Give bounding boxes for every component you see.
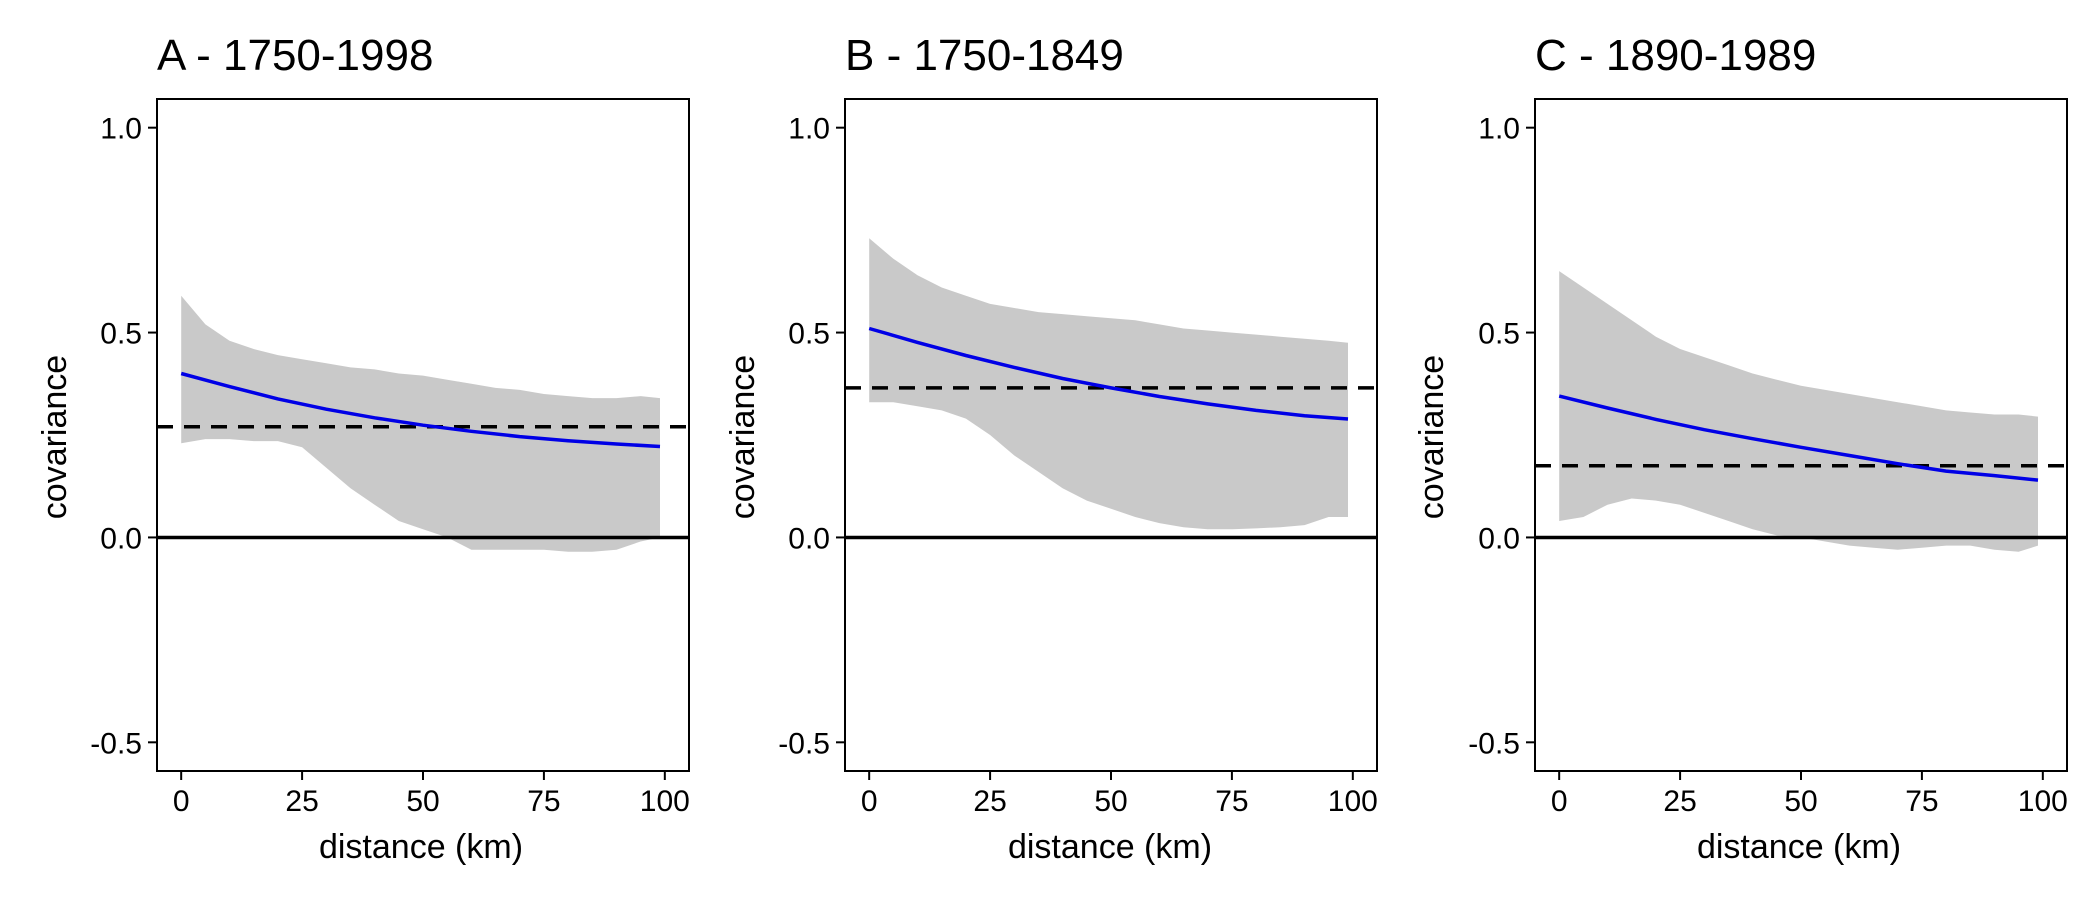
panel-a-x-tick-label: 0 (173, 785, 190, 818)
panel-c-x-tick-label: 75 (1905, 785, 1938, 818)
panel-a: A - 1750-1998 distance (km) covariance 0… (36, 31, 690, 866)
panel-b-x-tick-label: 50 (1094, 785, 1127, 818)
panel-a-x-tick-label: 100 (640, 785, 690, 818)
panel-c-plot-area (1535, 271, 2067, 552)
panel-c-x-tick-label: 50 (1784, 785, 1817, 818)
panel-c-y-axis-title: covariance (1413, 355, 1451, 519)
panel-a-y-tick-label: -0.5 (90, 727, 142, 760)
panel-a-x-tick-label: 75 (527, 785, 560, 818)
panel-c-x-tick-label: 100 (2018, 785, 2068, 818)
panel-a-y-tick-label: 0.5 (100, 318, 142, 351)
panel-c-y-tick-label: 0.0 (1478, 522, 1520, 555)
panel-b-x-tick-label: 25 (973, 785, 1006, 818)
panel-c-x-tick-label: 25 (1663, 785, 1696, 818)
panel-b-x-axis-title: distance (km) (1008, 828, 1212, 866)
panel-a-y-tick-label: 1.0 (100, 113, 142, 146)
panel-a-y-axis-title: covariance (36, 355, 74, 519)
panel-b-confidence-band (869, 238, 1348, 530)
panel-b-y-tick-label: -0.5 (778, 727, 830, 760)
panel-b-fitted-curve (868, 326, 1349, 421)
panel-c: C - 1890-1989 distance (km) covariance 0… (1413, 31, 2068, 866)
panel-a-x-axis-title: distance (km) (319, 828, 523, 866)
panel-a-x-tick-label: 25 (285, 785, 318, 818)
panel-b-title: B - 1750-1849 (845, 31, 1124, 80)
panel-c-x-axis-title: distance (km) (1697, 828, 1901, 866)
panel-b-x-tick-label: 0 (861, 785, 878, 818)
panel-c-y-tick-label: 1.0 (1478, 113, 1520, 146)
panel-b-plot-area (845, 238, 1377, 540)
panel-b-x-tick-label: 100 (1328, 785, 1378, 818)
panel-b-x-tick-label: 75 (1215, 785, 1248, 818)
panel-b: B - 1750-1849 distance (km) covariance 0… (724, 31, 1378, 866)
panel-b-y-axis-title: covariance (724, 355, 762, 519)
panel-b-y-tick-label: 0.0 (788, 522, 830, 555)
panel-a-fitted-curve (180, 371, 661, 449)
panel-b-y-tick-label: 1.0 (788, 113, 830, 146)
panel-c-y-tick-label: -0.5 (1468, 727, 1520, 760)
panel-a-y-tick-label: 0.0 (100, 522, 142, 555)
panel-c-x-tick-label: 0 (1551, 785, 1568, 818)
panel-b-y-tick-label: 0.5 (788, 318, 830, 351)
panel-a-x-tick-label: 50 (406, 785, 439, 818)
panel-c-y-tick-label: 0.5 (1478, 318, 1520, 351)
panel-a-title: A - 1750-1998 (157, 31, 433, 80)
panel-c-title: C - 1890-1989 (1535, 31, 1816, 80)
panel-c-confidence-band (1559, 271, 2038, 552)
panel-c-fitted-curve (1558, 394, 2039, 482)
panel-a-plot-area (157, 295, 689, 552)
